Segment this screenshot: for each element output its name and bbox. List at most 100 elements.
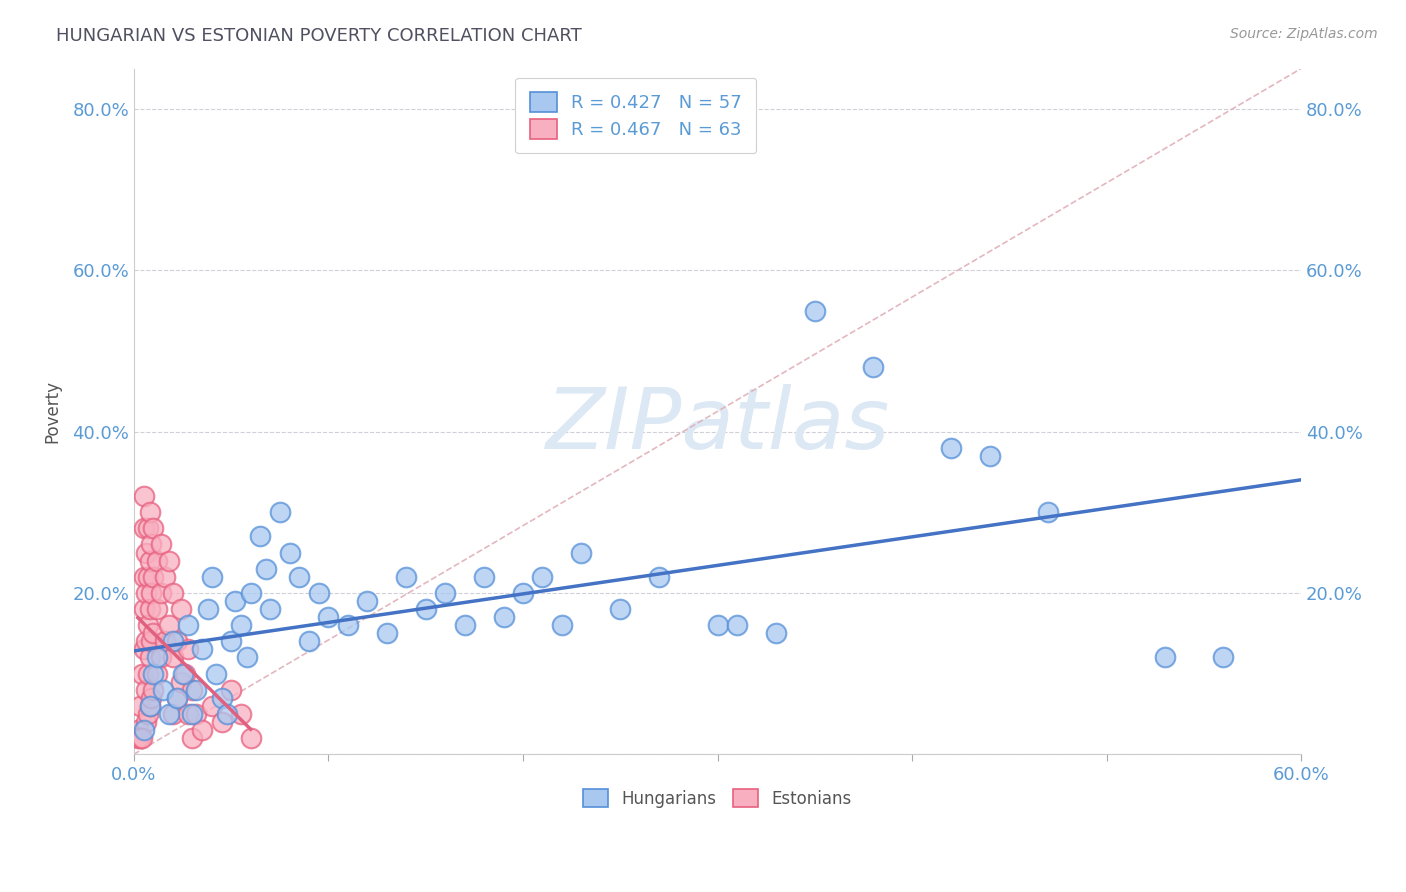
Point — [186, 682, 208, 697]
Point — [259, 602, 281, 616]
Point — [804, 303, 827, 318]
Point — [132, 642, 155, 657]
Legend: Hungarians, Estonians: Hungarians, Estonians — [576, 782, 859, 814]
Point — [217, 706, 239, 721]
Point — [138, 650, 160, 665]
Point — [128, 698, 150, 713]
Point — [135, 682, 157, 697]
Point — [146, 666, 169, 681]
Point — [181, 731, 204, 745]
Point — [141, 690, 163, 705]
Point — [201, 570, 224, 584]
Point — [135, 545, 157, 559]
Point — [177, 642, 200, 657]
Point — [177, 618, 200, 632]
Point — [136, 521, 159, 535]
Point — [173, 666, 195, 681]
Point — [136, 570, 159, 584]
Point — [571, 545, 593, 559]
Point — [132, 521, 155, 535]
Point — [162, 634, 184, 648]
Point — [318, 610, 340, 624]
Point — [138, 553, 160, 567]
Point — [939, 441, 962, 455]
Point — [150, 650, 173, 665]
Point — [181, 682, 204, 697]
Point — [211, 690, 233, 705]
Point — [132, 723, 155, 737]
Point — [201, 698, 224, 713]
Point — [142, 570, 165, 584]
Point — [169, 674, 191, 689]
Point — [204, 666, 226, 681]
Point — [138, 698, 160, 713]
Point — [127, 731, 149, 745]
Point — [239, 586, 262, 600]
Point — [415, 602, 437, 616]
Point — [308, 586, 330, 600]
Point — [186, 706, 208, 721]
Point — [162, 586, 184, 600]
Point — [862, 359, 884, 374]
Point — [181, 706, 204, 721]
Point — [492, 610, 515, 624]
Point — [336, 618, 359, 632]
Point — [142, 682, 165, 697]
Point — [136, 618, 159, 632]
Point — [141, 537, 163, 551]
Point — [725, 618, 748, 632]
Point — [157, 618, 180, 632]
Point — [395, 570, 418, 584]
Point — [157, 706, 180, 721]
Point — [142, 626, 165, 640]
Point — [141, 634, 163, 648]
Point — [127, 723, 149, 737]
Point — [138, 698, 160, 713]
Point — [136, 666, 159, 681]
Point — [150, 586, 173, 600]
Point — [197, 602, 219, 616]
Point — [138, 602, 160, 616]
Point — [191, 642, 214, 657]
Point — [278, 545, 301, 559]
Point — [162, 650, 184, 665]
Point — [236, 650, 259, 665]
Point — [138, 505, 160, 519]
Point — [979, 449, 1001, 463]
Point — [1154, 650, 1177, 665]
Point — [142, 521, 165, 535]
Point — [288, 570, 311, 584]
Point — [152, 682, 174, 697]
Point — [146, 650, 169, 665]
Point — [254, 562, 277, 576]
Point — [166, 690, 188, 705]
Point — [146, 602, 169, 616]
Point — [229, 706, 252, 721]
Point — [132, 489, 155, 503]
Point — [157, 553, 180, 567]
Point — [128, 731, 150, 745]
Point — [162, 706, 184, 721]
Point — [135, 714, 157, 729]
Point — [551, 618, 574, 632]
Point — [131, 731, 153, 745]
Point — [142, 666, 165, 681]
Text: Source: ZipAtlas.com: Source: ZipAtlas.com — [1230, 27, 1378, 41]
Point — [191, 723, 214, 737]
Point — [609, 602, 631, 616]
Y-axis label: Poverty: Poverty — [44, 380, 60, 442]
Point — [135, 634, 157, 648]
Point — [298, 634, 321, 648]
Point — [131, 666, 153, 681]
Point — [132, 570, 155, 584]
Point — [434, 586, 457, 600]
Point — [453, 618, 475, 632]
Point — [512, 586, 534, 600]
Point — [136, 706, 159, 721]
Point — [141, 586, 163, 600]
Point — [229, 618, 252, 632]
Point — [153, 634, 176, 648]
Point — [166, 690, 188, 705]
Point — [132, 602, 155, 616]
Point — [648, 570, 671, 584]
